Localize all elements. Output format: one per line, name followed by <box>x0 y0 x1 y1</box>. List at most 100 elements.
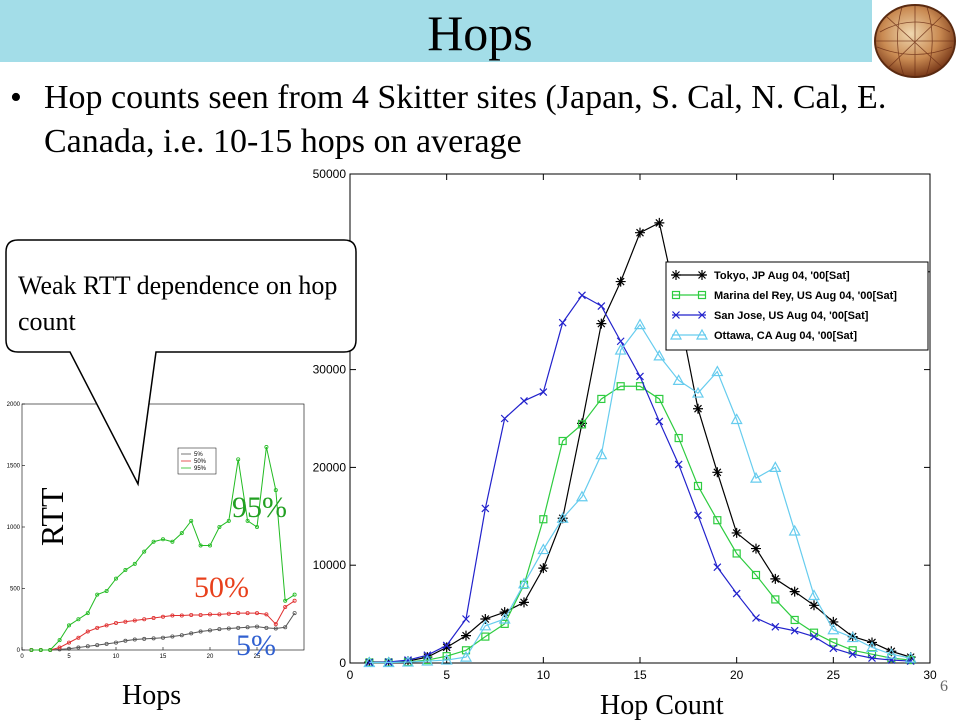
data-point <box>461 646 471 655</box>
rtt-data-point <box>264 612 269 617</box>
rtt-data-point <box>245 625 250 630</box>
rtt-data-point <box>151 636 156 641</box>
data-point <box>712 467 723 478</box>
data-point <box>480 613 491 624</box>
data-point <box>481 632 490 641</box>
y-tick-label: 50000 <box>313 167 347 181</box>
x-tick-label: 0 <box>347 668 354 682</box>
data-point <box>635 227 645 238</box>
rtt-data-point <box>170 613 175 618</box>
rtt-data-point <box>38 648 43 653</box>
x-tick-label: 25 <box>254 654 261 660</box>
legend-marker <box>672 311 680 319</box>
series-line-3 <box>369 323 911 664</box>
data-point <box>616 382 625 391</box>
data-point <box>519 597 529 608</box>
rtt-data-point <box>114 620 119 625</box>
data-point <box>732 589 741 598</box>
rtt-data-point <box>207 543 212 548</box>
data-point <box>539 388 548 397</box>
x-tick-label: 5 <box>67 654 71 660</box>
data-point <box>654 217 665 228</box>
rtt-chart-background <box>0 398 312 668</box>
data-point <box>790 626 799 635</box>
rtt-data-point <box>76 635 81 640</box>
title-bar <box>0 0 872 62</box>
rtt-data-point <box>95 625 100 630</box>
data-point <box>499 607 510 618</box>
data-point <box>829 638 838 647</box>
data-point <box>788 524 801 536</box>
x-tick-label: 15 <box>160 654 167 660</box>
data-point <box>440 653 453 665</box>
rtt-data-point <box>179 633 184 638</box>
main-legend <box>665 261 929 351</box>
rtt-data-point <box>273 626 278 631</box>
rtt-data-point <box>132 561 137 566</box>
x-tick-label: 10 <box>537 668 551 682</box>
data-point <box>556 512 569 523</box>
y-tick-label: 20000 <box>313 460 347 474</box>
rtt-data-point <box>85 644 90 649</box>
x-tick-label: 25 <box>827 668 841 682</box>
data-point <box>807 589 821 601</box>
rtt-data-point <box>179 613 184 618</box>
label-95: 95% <box>232 491 287 524</box>
rtt-data-point <box>95 643 100 648</box>
rtt-data-point <box>283 598 288 603</box>
rtt-data-point <box>85 629 90 634</box>
rtt-data-point <box>29 648 34 653</box>
x-tick-label: 20 <box>207 654 214 660</box>
rtt-data-point <box>283 604 288 609</box>
data-point <box>846 631 859 643</box>
data-point <box>577 420 587 429</box>
data-point <box>578 291 586 300</box>
rtt-data-point <box>142 636 147 641</box>
rtt-data-point <box>142 549 147 554</box>
rtt-data-point <box>236 611 241 616</box>
rtt-axis-label: RTT <box>34 487 70 546</box>
data-point <box>575 490 589 502</box>
data-point <box>403 656 413 667</box>
y-tick-label: 30000 <box>313 363 347 377</box>
data-point <box>401 655 415 667</box>
rtt-data-point <box>236 625 241 630</box>
data-point <box>558 318 567 327</box>
legend-marker <box>697 270 707 280</box>
rtt-data-point <box>292 598 297 603</box>
rtt-data-point <box>283 625 288 630</box>
data-point <box>539 515 548 524</box>
x-tick-label: 15 <box>633 668 647 682</box>
data-point <box>442 641 451 650</box>
y-tick-label: 1000 <box>7 525 21 531</box>
rtt-data-point <box>104 623 109 628</box>
data-point <box>691 386 705 398</box>
rtt-data-point <box>170 539 175 544</box>
data-point <box>848 650 857 659</box>
y-tick-label: 0 <box>339 656 346 670</box>
label-5: 5% <box>236 629 276 662</box>
data-point <box>769 461 782 472</box>
data-point <box>479 619 492 631</box>
data-point <box>732 549 741 558</box>
data-point <box>751 570 761 580</box>
data-point <box>382 656 395 668</box>
hop-chart-x-label: Hop Count <box>600 690 724 721</box>
rtt-data-point <box>114 640 119 645</box>
data-point <box>731 527 742 538</box>
y-tick-label: 10000 <box>313 558 347 572</box>
rtt-data-point <box>245 611 250 616</box>
rtt-data-point <box>95 592 100 597</box>
rtt-data-point <box>67 640 72 645</box>
rtt-data-point <box>114 576 119 581</box>
data-point <box>481 504 490 513</box>
rtt-data-point <box>123 619 128 624</box>
data-point <box>636 372 644 381</box>
legend-entry-1: Marina del Rey, US Aug 04, '00[Sat] <box>714 290 897 302</box>
rtt-data-point <box>76 617 81 622</box>
series-line-1 <box>369 385 911 664</box>
rtt-data-point <box>160 537 165 542</box>
legend-marker <box>671 270 681 280</box>
rtt-chart-x-label: Hops <box>122 680 182 711</box>
rtt-data-point <box>123 568 128 573</box>
